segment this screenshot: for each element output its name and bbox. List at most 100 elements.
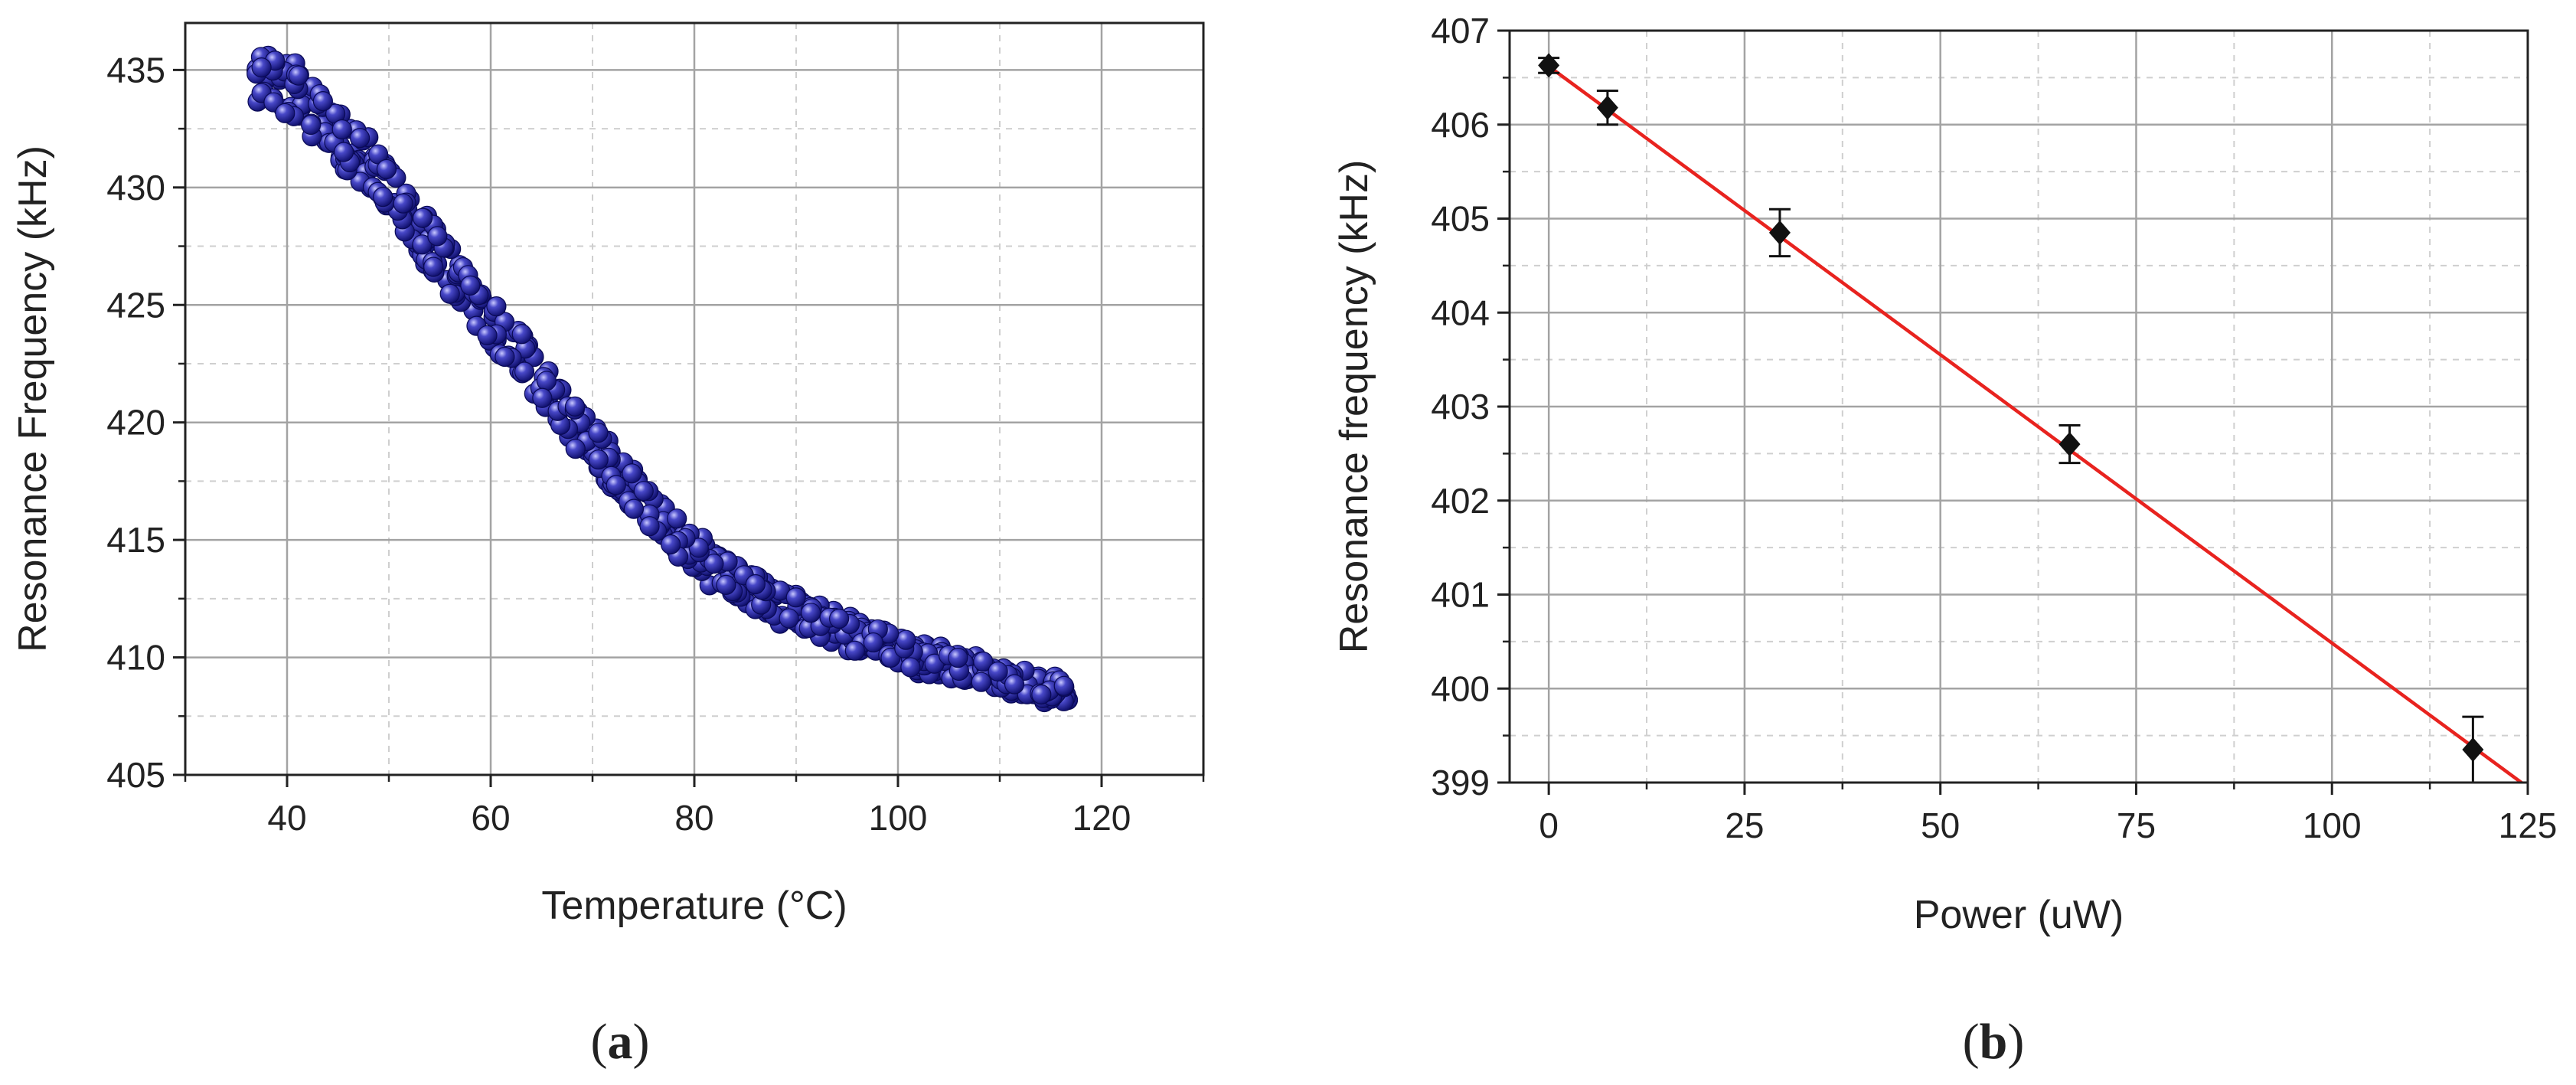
- data-point: [333, 142, 354, 162]
- panel-a-label: (a): [591, 1014, 650, 1070]
- data-point: [564, 396, 586, 417]
- data-point: [514, 361, 535, 382]
- data-point: [622, 463, 642, 484]
- data-point: [301, 114, 322, 136]
- data-point: [785, 587, 806, 608]
- panel-b-y-ticks: 399 400 401 402 403 404 405 406 407: [1431, 11, 1510, 802]
- data-point: [623, 498, 645, 519]
- a-x-tick-label: 120: [1073, 798, 1131, 838]
- b-y-tick-label: 407: [1431, 11, 1490, 51]
- panel-a-x-ticks: 40 60 80 100 120: [184, 775, 1205, 838]
- data-point: [704, 554, 724, 574]
- data-point: [460, 275, 481, 296]
- fit-line: [1547, 64, 2525, 783]
- panel-b-x-axis-title: Power (uW): [1914, 893, 2124, 937]
- data-point: [486, 296, 507, 317]
- a-x-tick-label: 60: [471, 798, 510, 838]
- a-y-tick-label: 425: [106, 285, 165, 325]
- data-point: [801, 603, 821, 623]
- data-point: [511, 324, 532, 345]
- data-point: [1768, 208, 1791, 258]
- data-point: [667, 508, 687, 529]
- data-point: [1004, 674, 1025, 694]
- b-y-tick-label: 403: [1431, 387, 1490, 426]
- panel-a: 40 60 80 100 120 405 410 415 420 425 430 435 Tempe…: [11, 21, 1205, 1070]
- data-point: [606, 475, 626, 495]
- a-y-tick-label: 435: [106, 50, 165, 90]
- data-point: [412, 234, 433, 255]
- data-point: [588, 423, 609, 443]
- data-point: [536, 371, 557, 391]
- data-point: [439, 283, 460, 304]
- a-y-tick-label: 410: [106, 638, 165, 678]
- data-point: [331, 119, 352, 140]
- b-x-tick-label: 50: [1921, 806, 1960, 845]
- a-x-tick-label: 100: [869, 798, 928, 838]
- data-point: [312, 91, 333, 112]
- data-point: [745, 574, 766, 595]
- b-x-tick-label: 0: [1539, 806, 1559, 845]
- data-point: [477, 325, 498, 346]
- panel-a-plot: [246, 45, 1079, 713]
- b-y-tick-label: 400: [1431, 668, 1490, 708]
- data-point: [251, 57, 272, 78]
- panel-a-x-axis-title: Temperature (°C): [541, 884, 847, 928]
- panel-a-grid-minor: [185, 23, 1203, 775]
- panel-a-y-axis-title: Resonance Frequency (kHz): [11, 145, 55, 652]
- data-point: [973, 651, 994, 672]
- data-point: [863, 632, 883, 653]
- b-y-tick-label: 402: [1431, 481, 1490, 521]
- data-point: [633, 481, 654, 502]
- data-point: [412, 208, 433, 228]
- data-point: [495, 346, 515, 368]
- data-point: [376, 159, 397, 179]
- data-point: [660, 534, 681, 555]
- data-point: [350, 128, 371, 149]
- data-point: [373, 187, 393, 208]
- panel-b-plot: [1538, 53, 2525, 783]
- b-y-tick-label: 401: [1431, 575, 1490, 615]
- panel-b: 0 25 50 75 100 125 399 400 401 402 403 404 405 406 40…: [1332, 11, 2557, 1070]
- b-x-tick-label: 125: [2499, 806, 2558, 845]
- b-x-tick-label: 75: [2117, 806, 2156, 845]
- data-point: [393, 193, 413, 214]
- data-point: [716, 574, 736, 595]
- a-x-tick-label: 80: [674, 798, 713, 838]
- data-point: [988, 661, 1008, 682]
- data-point: [971, 672, 991, 692]
- data-point: [423, 257, 444, 277]
- data-point: [829, 608, 850, 629]
- b-y-tick-label: 405: [1431, 199, 1490, 239]
- b-x-tick-label: 100: [2303, 806, 2362, 845]
- data-point: [900, 657, 921, 678]
- a-y-tick-label: 415: [106, 520, 165, 560]
- data-point: [2462, 715, 2484, 783]
- data-point: [1596, 90, 1618, 126]
- data-point: [427, 226, 448, 247]
- b-y-tick-label: 404: [1431, 292, 1490, 332]
- a-y-tick-label: 430: [106, 168, 165, 208]
- data-point: [896, 629, 916, 650]
- a-x-tick-label: 40: [267, 798, 306, 838]
- panel-a-y-ticks: 405 410 415 420 425 430 435: [106, 50, 185, 795]
- b-x-tick-label: 25: [1725, 806, 1764, 845]
- data-point: [565, 438, 586, 459]
- data-point: [639, 516, 660, 537]
- data-point: [2059, 424, 2081, 465]
- data-point: [948, 647, 968, 668]
- panel-b-x-ticks: 0 25 50 75 100 125: [1539, 783, 2557, 845]
- data-point: [1031, 684, 1052, 705]
- data-point: [779, 608, 799, 629]
- panel-b-label: (b): [1963, 1014, 2025, 1070]
- data-point: [532, 387, 553, 408]
- data-point: [288, 65, 309, 86]
- a-y-tick-label: 420: [106, 403, 165, 443]
- b-y-tick-label: 406: [1431, 105, 1490, 145]
- data-point: [275, 103, 295, 123]
- a-y-tick-label: 405: [106, 755, 165, 795]
- panel-b-grid-major: [1510, 31, 2528, 783]
- data-point: [844, 640, 865, 661]
- data-point: [1053, 675, 1074, 696]
- b-y-tick-label: 399: [1431, 763, 1490, 802]
